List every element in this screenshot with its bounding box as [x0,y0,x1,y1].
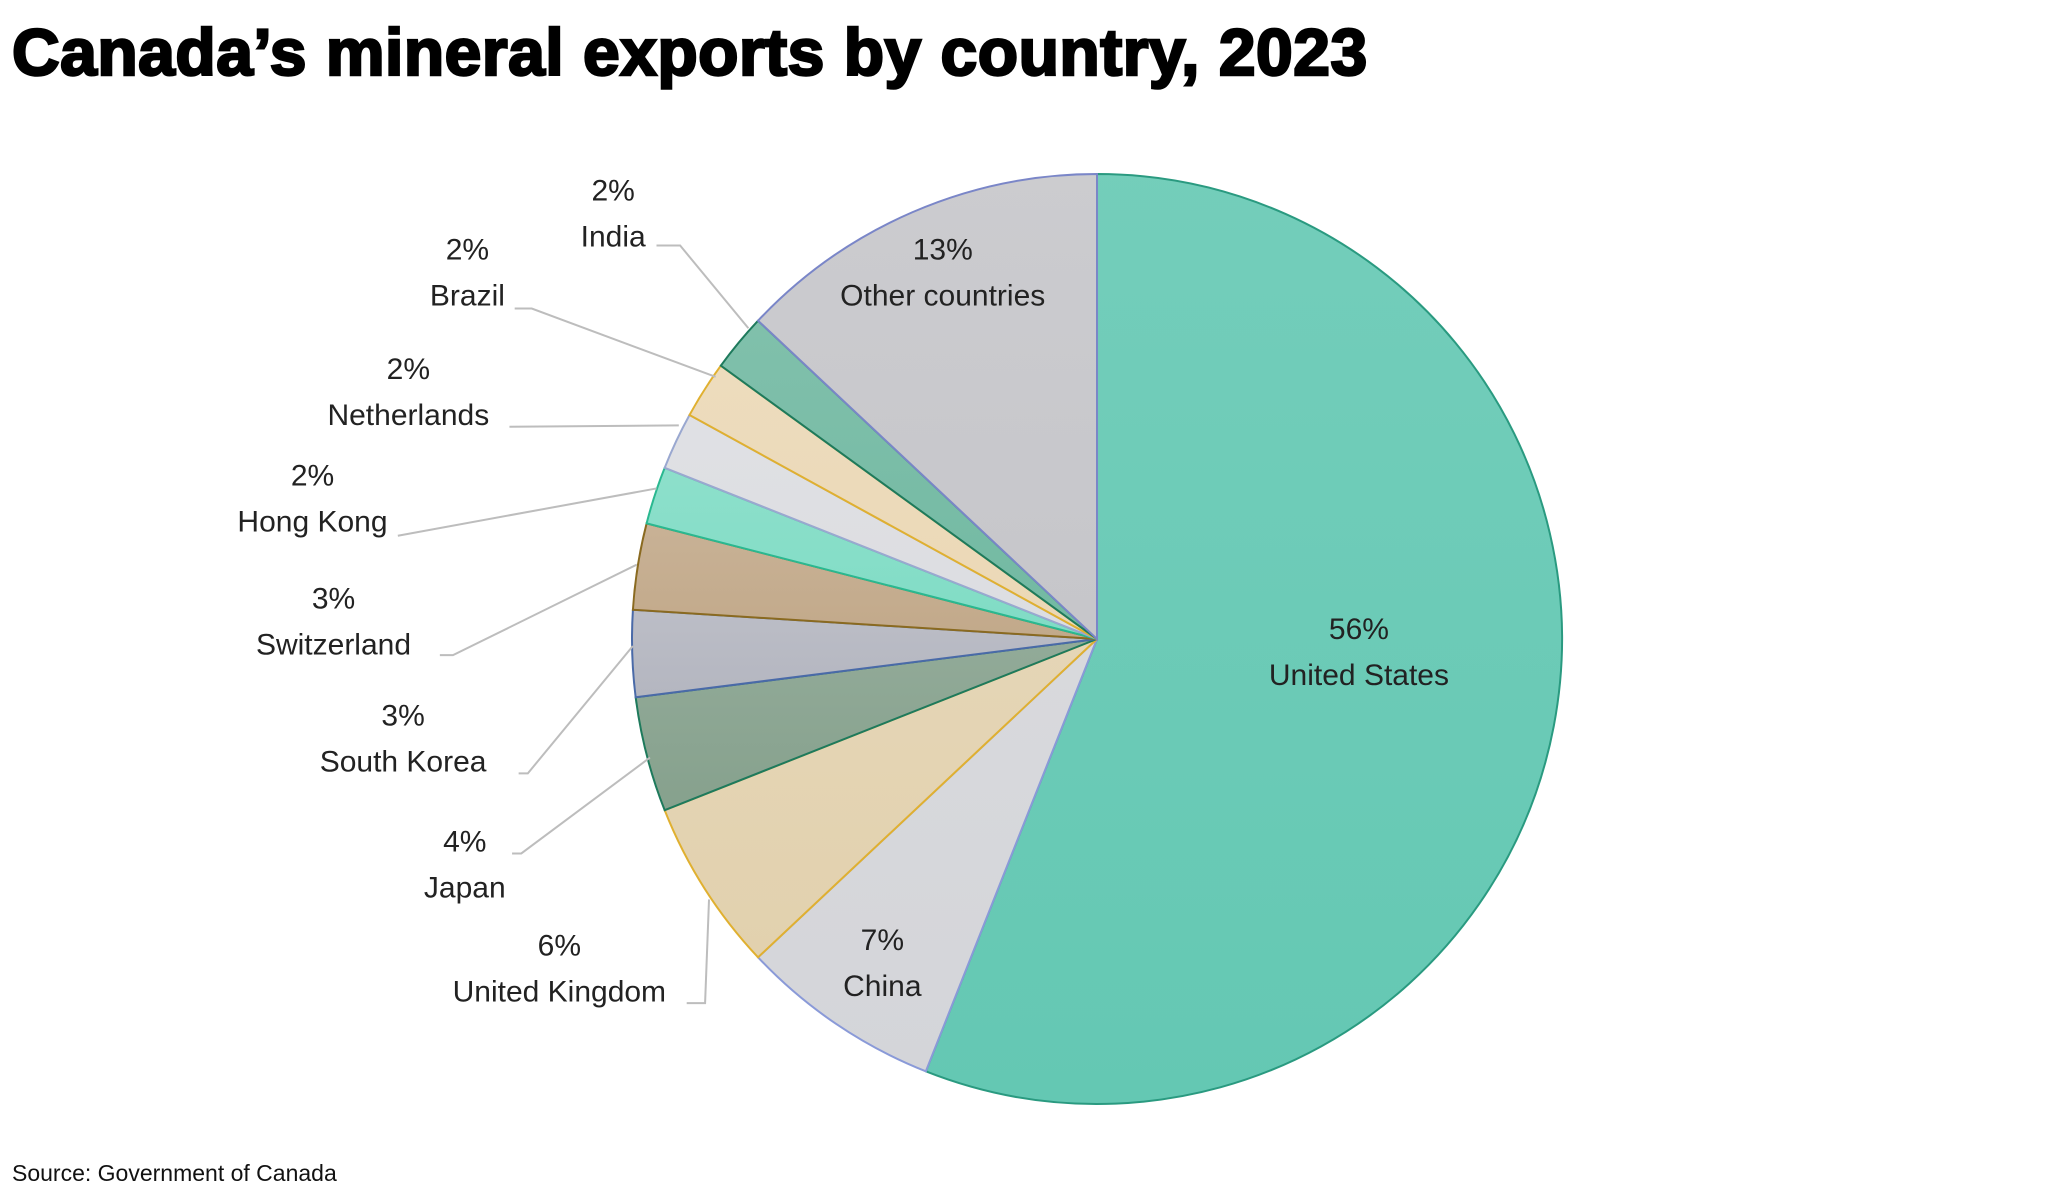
data-label-category: Brazil [430,279,505,312]
leader-line [512,756,651,855]
data-label-percent: 3% [381,700,424,733]
leader-line [439,563,638,657]
pie-slice-other-countries [756,172,1098,642]
data-label-percent: 6% [538,929,581,962]
pie-slice-united-states [924,172,1563,1105]
pie-slice-china [756,638,1098,1073]
chart-title: Canada’s mineral exports by country, 202… [11,14,1369,91]
data-label-category: Hong Kong [237,505,387,538]
data-label-category: China [843,970,922,1003]
data-label-percent: 3% [312,583,355,616]
data-label-percent: 56% [1329,613,1389,646]
data-label-percent: 2% [387,353,430,386]
source-note: Source: Government of Canada [12,1160,337,1186]
data-label-category: United States [1269,659,1449,692]
leader-line [518,645,634,775]
leader-line [509,424,679,428]
data-label-percent: 2% [446,233,489,266]
leader-line [656,244,750,329]
data-label-category: Netherlands [327,399,489,432]
data-label-percent: 2% [591,174,634,207]
data-label-percent: 2% [291,459,334,492]
leader-line [397,487,657,537]
data-label-category: Other countries [840,279,1045,312]
data-label-category: India [581,220,646,253]
data-label-category: United Kingdom [453,975,666,1008]
leader-line [686,899,711,1005]
data-label-percent: 13% [913,233,973,266]
leader-line [514,307,716,378]
pie-slice-united-kingdom [663,638,1098,959]
data-label-category: South Korea [320,746,487,779]
data-label-category: Switzerland [256,629,411,662]
data-label-category: Japan [424,872,506,905]
data-label-percent: 7% [861,924,904,957]
data-label-percent: 4% [443,826,486,859]
